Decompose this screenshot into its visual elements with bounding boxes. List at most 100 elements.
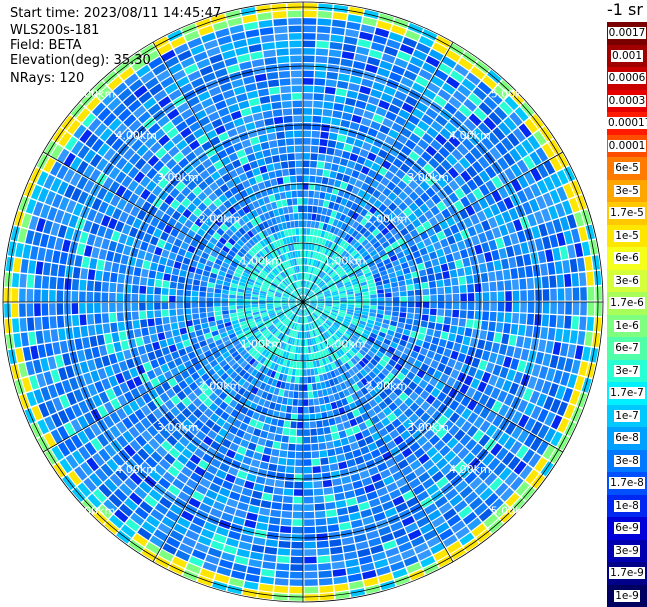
range-gate-cell <box>152 197 163 209</box>
range-gate-cell <box>94 303 101 313</box>
range-gate-cell <box>314 310 321 316</box>
range-gate-cell <box>343 252 350 260</box>
range-gate-cell <box>436 279 444 288</box>
range-gate-cell <box>470 66 486 80</box>
range-gate-cell <box>328 379 335 387</box>
range-gate-cell <box>336 330 343 337</box>
range-gate-cell <box>273 249 279 257</box>
range-gate-cell <box>452 212 462 223</box>
range-gate-cell <box>164 194 175 206</box>
range-gate-cell <box>549 234 559 248</box>
range-gate-cell <box>158 178 169 189</box>
range-gate-cell <box>308 274 312 281</box>
range-gate-cell <box>331 335 338 342</box>
range-gate-cell <box>243 75 256 85</box>
range-gate-cell <box>218 237 227 245</box>
range-gate-cell <box>370 358 378 367</box>
range-gate-cell <box>309 330 313 338</box>
range-gate-cell <box>229 442 239 452</box>
range-gate-cell <box>112 385 123 397</box>
range-gate-cell <box>313 481 323 489</box>
range-gate-cell <box>467 226 477 237</box>
range-gate-cell <box>280 161 289 169</box>
range-gate-cell <box>136 64 151 78</box>
range-gate-cell <box>285 138 294 146</box>
range-gate-cell <box>395 477 408 488</box>
range-gate-cell <box>403 185 413 196</box>
range-gate-cell <box>81 498 97 514</box>
range-gate-cell <box>199 286 207 292</box>
range-gate-cell <box>380 469 392 479</box>
range-gate-cell <box>320 230 326 238</box>
range-gate-cell <box>267 274 274 280</box>
range-gate-cell <box>332 305 340 308</box>
range-gate-cell <box>83 426 96 441</box>
range-gate-cell <box>353 265 361 272</box>
range-gate-cell <box>422 459 435 471</box>
range-gate-cell <box>74 255 83 267</box>
range-gate-cell <box>153 128 166 141</box>
range-gate-cell <box>245 186 254 196</box>
range-gate-cell <box>415 42 431 55</box>
range-gate-cell <box>394 232 403 241</box>
range-gate-cell <box>332 568 347 577</box>
range-gate-cell <box>300 309 302 316</box>
range-gate-cell <box>341 536 355 546</box>
range-gate-cell <box>374 339 383 347</box>
range-gate-cell <box>323 231 330 239</box>
range-gate-cell <box>429 288 437 295</box>
range-gate-cell <box>286 145 295 153</box>
range-gate-cell <box>309 338 313 346</box>
range-gate-cell <box>135 197 146 209</box>
range-gate-cell <box>124 391 135 403</box>
range-gate-cell <box>513 244 522 256</box>
range-gate-cell <box>320 262 325 270</box>
range-gate-cell <box>263 49 276 58</box>
range-gate-cell <box>510 358 520 371</box>
range-gate-cell <box>437 189 448 200</box>
range-gate-cell <box>288 321 293 328</box>
range-gate-cell <box>307 323 311 331</box>
range-gate-cell <box>282 305 289 309</box>
range-gate-cell <box>238 314 246 320</box>
range-label: 2.00km <box>366 213 408 226</box>
range-gate-cell <box>291 306 297 311</box>
range-gate-cell <box>519 278 527 290</box>
range-gate-cell <box>318 563 332 571</box>
range-gate-cell <box>113 488 128 502</box>
range-gate-cell <box>237 357 245 365</box>
colorbar-tick-label: 1.7e-5 <box>609 207 645 219</box>
range-gate-cell <box>291 406 298 414</box>
range-gate-cell <box>7 241 17 257</box>
range-gate-cell <box>367 350 375 358</box>
range-gate-cell <box>204 332 212 340</box>
range-gate-cell <box>524 118 538 134</box>
range-gate-cell <box>303 190 309 198</box>
range-gate-cell <box>80 268 89 280</box>
range-gate-cell <box>146 515 161 528</box>
range-gate-cell <box>262 492 273 501</box>
range-gate-cell <box>454 63 469 77</box>
range-gate-cell <box>282 206 289 214</box>
range-gate-cell <box>266 305 274 308</box>
range-gate-cell <box>226 343 234 351</box>
range-gate-cell <box>66 391 77 406</box>
range-gate-cell <box>284 214 290 222</box>
range-gate-cell <box>24 408 36 424</box>
range-gate-cell <box>319 585 334 593</box>
range-gate-cell <box>321 247 327 254</box>
range-gate-cell <box>266 244 273 252</box>
range-gate-cell <box>335 350 343 358</box>
range-gate-cell <box>392 470 404 481</box>
range-gate-cell <box>241 139 252 148</box>
range-gate-cell <box>377 193 387 203</box>
range-gate-cell <box>128 338 137 349</box>
range-gate-cell <box>361 288 369 293</box>
range-gate-cell <box>213 533 227 544</box>
range-gate-cell <box>264 265 272 272</box>
range-gate-cell <box>187 413 198 424</box>
range-gate-cell <box>256 354 264 362</box>
range-gate-cell <box>146 310 154 319</box>
range-gate-cell <box>341 150 351 160</box>
range-gate-cell <box>299 309 302 316</box>
